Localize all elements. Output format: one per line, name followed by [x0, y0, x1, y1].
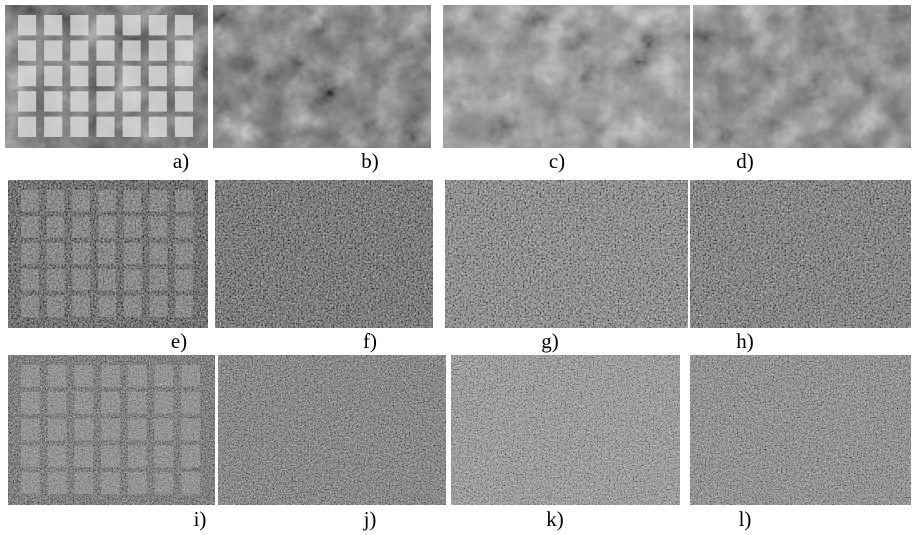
panel-label: a) [173, 149, 189, 173]
panel-label: i) [194, 507, 207, 531]
panel-label: j) [363, 507, 377, 531]
panel-label: g) [541, 329, 559, 353]
image-panel [8, 355, 215, 505]
image-panel [218, 355, 446, 505]
image-panel [5, 5, 208, 148]
panel-label: b) [361, 149, 379, 173]
image-panel [690, 180, 911, 328]
figure: a) b) c) d) e) f) g) h) i) j) k) l) [0, 0, 916, 535]
panel-label: l) [739, 507, 752, 531]
image-panel [443, 5, 690, 148]
image-panel [445, 180, 688, 328]
panel-label: f) [363, 329, 377, 353]
image-panel [8, 180, 208, 328]
panel-label: k) [546, 507, 564, 531]
image-panel [215, 180, 433, 328]
panel-label: d) [736, 149, 754, 173]
image-panel [690, 355, 911, 505]
image-panel [451, 355, 680, 505]
panel-label: e) [171, 329, 187, 353]
image-panel [693, 5, 911, 148]
panel-label: c) [549, 149, 565, 173]
panel-label: h) [736, 329, 754, 353]
image-panel [213, 5, 431, 148]
